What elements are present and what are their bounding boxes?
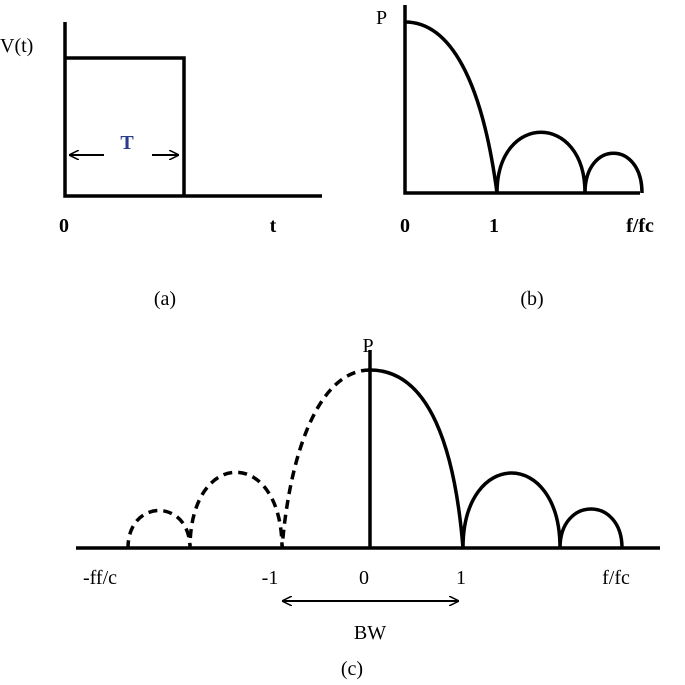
y-label: P [376, 7, 387, 29]
tick-label: 1 [456, 567, 466, 589]
x-label: f/fc [602, 567, 630, 589]
spectrum [404, 20, 644, 194]
pulse-label: T [120, 132, 134, 154]
panel-b: P 0 1 f/fc (b) [376, 5, 654, 310]
axes [76, 350, 660, 550]
origin: 0 [359, 567, 369, 589]
bandwidth-label: BW [354, 622, 386, 644]
tick-label: 1 [489, 215, 499, 237]
spectrum-negative [126, 368, 371, 549]
left-label: -ff/c [83, 567, 117, 589]
origin: 0 [59, 215, 69, 237]
panel-c: P -ff/c -1 0 1 f/fc BW (c) [76, 335, 660, 680]
y-label: P [362, 335, 373, 357]
x-label: t [270, 215, 277, 237]
caption: (b) [520, 288, 543, 310]
x-label: f/fc [626, 215, 654, 237]
caption: (c) [341, 658, 363, 680]
pulse [63, 22, 322, 198]
axes [403, 5, 640, 195]
y-label: V(t) [0, 35, 33, 57]
tick-label: -1 [262, 567, 279, 589]
caption: (a) [154, 288, 176, 310]
spectrum [369, 368, 624, 549]
panel-a: V(t) T 0 t (a) [0, 22, 322, 310]
origin: 0 [400, 215, 410, 237]
